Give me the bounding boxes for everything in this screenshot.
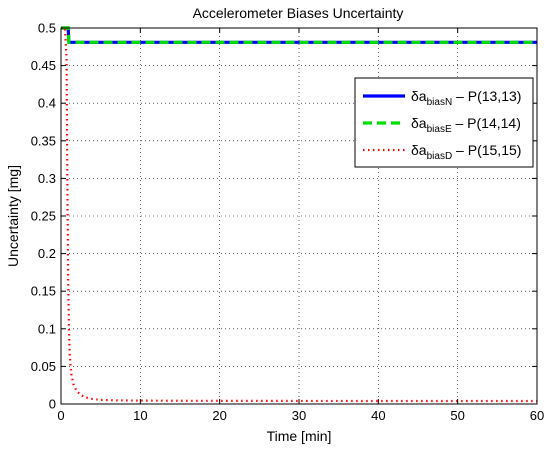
legend-label-biasD: δabiasD – P(15,15) — [411, 142, 521, 162]
y-tick-label: 0.25 — [31, 209, 56, 224]
x-tick-label: 30 — [292, 408, 306, 423]
y-tick-label: 0.35 — [31, 133, 56, 148]
legend-label-biasE: δabiasE – P(14,14) — [411, 115, 521, 135]
y-tick-label: 0.4 — [38, 96, 56, 111]
y-axis-label: Uncertainty [mg] — [5, 165, 21, 267]
y-tick-label: 0 — [49, 397, 56, 412]
y-tick-label: 0.5 — [38, 21, 56, 36]
x-tick-label: 60 — [530, 408, 544, 423]
chart-title: Accelerometer Biases Uncertainty — [193, 5, 404, 21]
x-tick-label: 40 — [371, 408, 385, 423]
y-tick-label: 0.2 — [38, 246, 56, 261]
x-tick-label: 10 — [133, 408, 147, 423]
x-tick-label: 0 — [57, 408, 64, 423]
y-tick-label: 0.15 — [31, 284, 56, 299]
x-axis-label: Time [min] — [267, 428, 332, 444]
y-tick-label: 0.1 — [38, 321, 56, 336]
y-tick-label: 0.3 — [38, 171, 56, 186]
y-tick-label: 0.45 — [31, 58, 56, 73]
axis-ticks: 0 10 20 30 40 50 60 0 0.05 0.1 0.15 0.2 0.25 0.3 0.35 0… — [31, 21, 545, 424]
x-tick-label: 50 — [450, 408, 464, 423]
legend-label-biasN: δabiasN – P(13,13) — [411, 88, 521, 108]
series-line-biasD — [61, 26, 537, 403]
x-tick-label: 20 — [212, 408, 226, 423]
legend: δabiasN – P(13,13) δabiasE – P(14,14) δabi… — [354, 77, 534, 168]
y-tick-label: 0.05 — [31, 359, 56, 374]
